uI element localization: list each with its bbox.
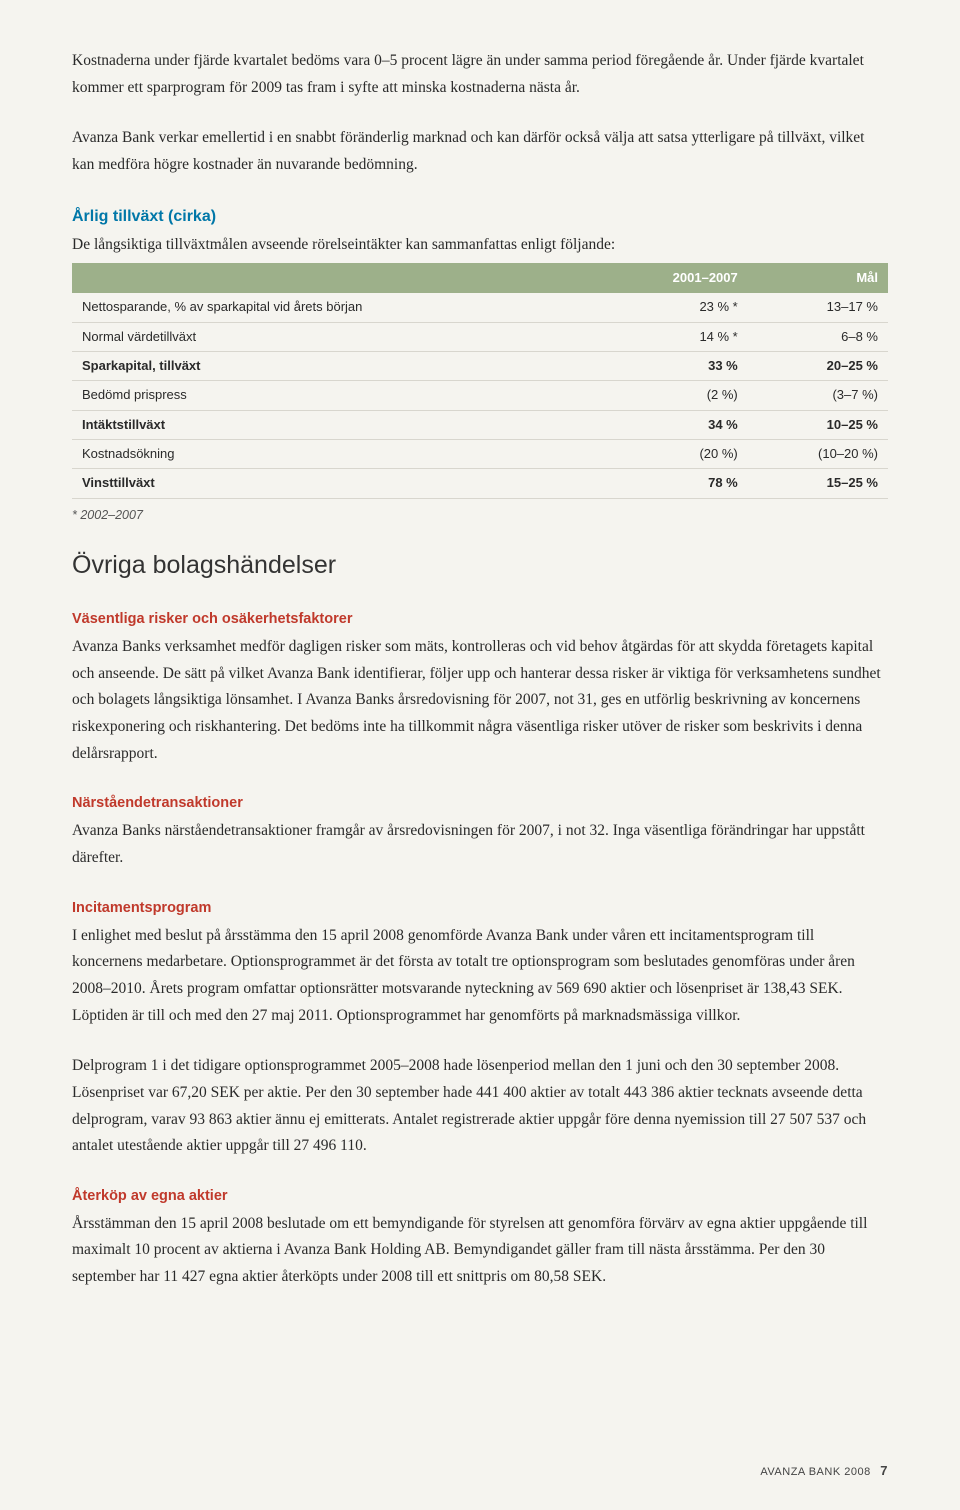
- risks-body: Avanza Banks verksamhet medför dagligen …: [72, 634, 888, 767]
- table-footnote: * 2002–2007: [72, 505, 888, 527]
- growth-table: 2001–2007 Mål Nettosparande, % av sparka…: [72, 263, 888, 499]
- incentive-title: Incitamentsprogram: [72, 896, 888, 921]
- page-footer: AVANZA BANK 2008 7: [760, 1460, 888, 1482]
- table-cell-goal: 6–8 %: [748, 322, 888, 351]
- table-cell-goal: 20–25 %: [748, 351, 888, 380]
- table-cell-label: Sparkapital, tillväxt: [72, 351, 599, 380]
- table-cell-value: 33 %: [599, 351, 748, 380]
- table-header-goal: Mål: [748, 263, 888, 293]
- table-cell-label: Bedömd prispress: [72, 381, 599, 410]
- table-cell-label: Normal värdetillväxt: [72, 322, 599, 351]
- table-cell-goal: (10–20 %): [748, 439, 888, 468]
- table-cell-label: Intäktstillväxt: [72, 410, 599, 439]
- intro-paragraph-1: Kostnaderna under fjärde kvartalet bedöm…: [72, 48, 888, 101]
- table-header-period: 2001–2007: [599, 263, 748, 293]
- table-cell-goal: 13–17 %: [748, 293, 888, 322]
- footer-page-number: 7: [880, 1463, 888, 1478]
- table-cell-value: 23 % *: [599, 293, 748, 322]
- related-party-title: Närståendetransaktioner: [72, 791, 888, 816]
- table-cell-value: 14 % *: [599, 322, 748, 351]
- table-cell-goal: 15–25 %: [748, 469, 888, 498]
- table-cell-label: Kostnadsökning: [72, 439, 599, 468]
- growth-section-title: Årlig tillväxt (cirka): [72, 203, 888, 231]
- table-cell-label: Nettosparande, % av sparkapital vid året…: [72, 293, 599, 322]
- table-row: Vinsttillväxt78 %15–25 %: [72, 469, 888, 498]
- table-cell-value: (20 %): [599, 439, 748, 468]
- growth-intro-text: De långsiktiga tillväxtmålen avseende rö…: [72, 232, 888, 259]
- table-row: Bedömd prispress(2 %)(3–7 %): [72, 381, 888, 410]
- buyback-title: Återköp av egna aktier: [72, 1184, 888, 1209]
- table-row: Intäktstillväxt34 %10–25 %: [72, 410, 888, 439]
- incentive-body-1: I enlighet med beslut på årsstämma den 1…: [72, 923, 888, 1030]
- table-cell-value: 78 %: [599, 469, 748, 498]
- other-events-heading: Övriga bolagshändelser: [72, 544, 888, 587]
- footer-text: AVANZA BANK 2008: [760, 1466, 870, 1478]
- risks-title: Väsentliga risker och osäkerhetsfaktorer: [72, 607, 888, 632]
- table-cell-value: (2 %): [599, 381, 748, 410]
- table-cell-goal: (3–7 %): [748, 381, 888, 410]
- table-row: Normal värdetillväxt14 % *6–8 %: [72, 322, 888, 351]
- table-row: Sparkapital, tillväxt33 %20–25 %: [72, 351, 888, 380]
- buyback-body: Årsstämman den 15 april 2008 beslutade o…: [72, 1211, 888, 1291]
- intro-paragraph-2: Avanza Bank verkar emellertid i en snabb…: [72, 125, 888, 178]
- table-cell-goal: 10–25 %: [748, 410, 888, 439]
- table-row: Nettosparande, % av sparkapital vid året…: [72, 293, 888, 322]
- table-header-blank: [72, 263, 599, 293]
- incentive-body-2: Delprogram 1 i det tidigare optionsprogr…: [72, 1053, 888, 1160]
- table-cell-value: 34 %: [599, 410, 748, 439]
- related-party-body: Avanza Banks närståendetransaktioner fra…: [72, 818, 888, 871]
- table-row: Kostnadsökning(20 %)(10–20 %): [72, 439, 888, 468]
- table-cell-label: Vinsttillväxt: [72, 469, 599, 498]
